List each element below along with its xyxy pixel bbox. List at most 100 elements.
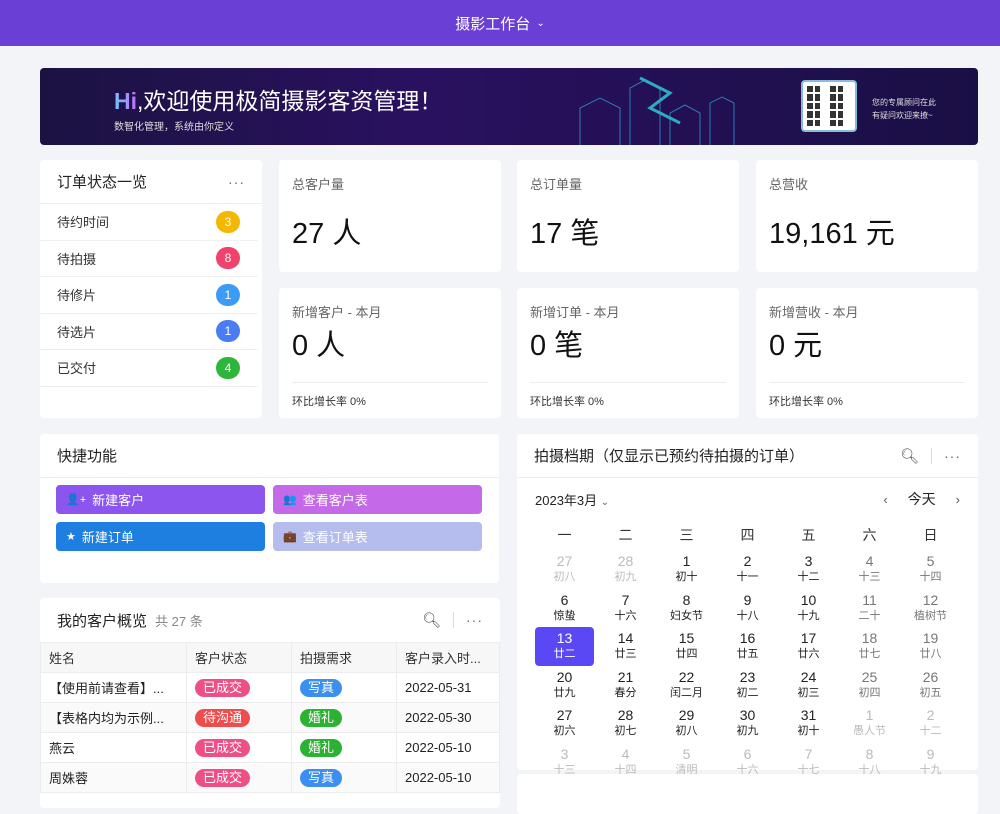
- calendar-day[interactable]: 10 十九: [779, 589, 838, 628]
- calendar-day[interactable]: 17 廿六: [779, 627, 838, 666]
- calendar-day[interactable]: 20 廿九: [535, 666, 594, 705]
- calendar-day[interactable]: 23 初二: [718, 666, 777, 705]
- next-card: [517, 774, 978, 814]
- calendar-day[interactable]: 14 廿三: [596, 627, 655, 666]
- calendar-day[interactable]: 8 妇女节: [657, 589, 716, 628]
- more-icon[interactable]: ···: [228, 173, 245, 190]
- column-header[interactable]: 客户录入时...: [396, 642, 500, 673]
- day-number: 29: [678, 707, 695, 723]
- quick-button[interactable]: 👤+ 新建客户: [56, 485, 265, 514]
- calendar-day[interactable]: 30 初九: [718, 704, 777, 743]
- next-month-button[interactable]: ›: [955, 491, 960, 507]
- calendar-day[interactable]: 13 廿二: [535, 627, 594, 666]
- calendar-day[interactable]: 3 十二: [779, 550, 838, 589]
- status-cell: 已成交: [186, 732, 292, 763]
- lunar-date: 二十: [858, 609, 881, 622]
- lunar-date: 初四: [858, 686, 881, 699]
- calendar-day[interactable]: 7 十六: [596, 589, 655, 628]
- day-number: 4: [621, 745, 630, 762]
- calendar-day[interactable]: 24 初三: [779, 666, 838, 705]
- calendar-day[interactable]: 8 十八: [840, 743, 899, 782]
- prev-month-button[interactable]: ‹: [883, 491, 888, 507]
- calendar-day[interactable]: 4 十四: [596, 743, 655, 782]
- quick-button[interactable]: 👥 查看客户表: [273, 485, 482, 514]
- order-status-item[interactable]: 待拍摄 8: [40, 241, 258, 277]
- workspace-switcher[interactable]: 摄影工作台 ⌄: [0, 0, 1000, 46]
- calendar-day[interactable]: 7 十七: [779, 743, 838, 782]
- order-status-item[interactable]: 待约时间 3: [40, 204, 258, 241]
- today-button[interactable]: 今天: [907, 491, 936, 507]
- search-icon[interactable]: 🔍︎: [899, 447, 919, 465]
- lunar-date: 愚人节: [853, 725, 886, 737]
- column-header[interactable]: 姓名: [40, 642, 187, 673]
- table-row[interactable]: 【使用前请查看】... 已成交 写真 2022-05-31: [40, 672, 500, 703]
- calendar-day[interactable]: 31 初十: [779, 704, 838, 743]
- day-number: 25: [861, 668, 878, 685]
- calendar-day[interactable]: 22 闰二月: [657, 666, 716, 705]
- order-status-item[interactable]: 待选片 1: [40, 314, 258, 350]
- table-row[interactable]: 【表格内均为示例... 待沟通 婚礼 2022-05-30: [40, 702, 500, 733]
- order-status-item[interactable]: 已交付 4: [40, 350, 258, 387]
- calendar-day[interactable]: 3 十三: [535, 743, 594, 782]
- weekday-header: 一: [557, 527, 572, 543]
- calendar-day[interactable]: 4 十三: [840, 550, 899, 589]
- quick-button[interactable]: 💼 查看订单表: [273, 522, 482, 551]
- quick-button[interactable]: ★ 新建订单: [56, 522, 265, 551]
- day-number: 2: [926, 707, 935, 723]
- status-count-badge: 3: [216, 210, 240, 233]
- column-header[interactable]: 客户状态: [186, 642, 292, 673]
- day-number: 31: [800, 707, 817, 723]
- table-row[interactable]: 燕云 已成交 婚礼 2022-05-10: [40, 732, 500, 763]
- calendar-day[interactable]: 27 初六: [535, 704, 594, 743]
- more-icon[interactable]: ···: [944, 447, 961, 464]
- day-number: 27: [556, 707, 573, 723]
- lunar-date: 廿三: [614, 648, 637, 660]
- calendar-day[interactable]: 16 廿五: [718, 627, 777, 666]
- status-tag: 已成交: [195, 678, 251, 697]
- calendar-day[interactable]: 2 十一: [718, 550, 777, 589]
- column-header[interactable]: 拍摄需求: [291, 642, 397, 673]
- table-row[interactable]: 周姝蓉 已成交 写真 2022-05-10: [40, 762, 500, 793]
- lunar-date: 初七: [614, 725, 637, 737]
- lunar-date: 十三: [858, 571, 881, 583]
- calendar-day[interactable]: 1 愚人节: [840, 704, 899, 743]
- calendar-day[interactable]: 21 春分: [596, 666, 655, 705]
- growth-rate: 环比增长率 0%: [769, 382, 965, 418]
- day-number: 23: [739, 668, 756, 685]
- calendar-day[interactable]: 25 初四: [840, 666, 899, 705]
- calendar-day[interactable]: 12 植树节: [901, 589, 960, 628]
- lunar-date: 初五: [919, 686, 942, 699]
- calendar-day[interactable]: 26 初五: [901, 666, 960, 705]
- calendar-day[interactable]: 29 初八: [657, 704, 716, 743]
- calendar-day[interactable]: 15 廿四: [657, 627, 716, 666]
- weekday-header: 四: [740, 527, 755, 543]
- calendar-day[interactable]: 1 初十: [657, 550, 716, 589]
- calendar-day[interactable]: 28 初七: [596, 704, 655, 743]
- lunar-date: 初九: [614, 571, 637, 583]
- calendar-day[interactable]: 9 十八: [718, 589, 777, 628]
- calendar-day[interactable]: 5 清明: [657, 743, 716, 782]
- day-number: 19: [922, 630, 939, 646]
- calendar-day[interactable]: 18 廿七: [840, 627, 899, 666]
- more-icon[interactable]: ···: [466, 612, 483, 628]
- calendar-day[interactable]: 28 初九: [596, 550, 655, 589]
- entry-date: 2022-05-10: [396, 762, 500, 793]
- search-icon[interactable]: 🔍︎: [421, 612, 441, 629]
- need-tag: 写真: [300, 678, 343, 697]
- order-status-item[interactable]: 待修片 1: [40, 277, 258, 314]
- status-cell: 待沟通: [186, 702, 292, 733]
- calendar-day[interactable]: 5 十四: [901, 550, 960, 589]
- calendar-day[interactable]: 6 惊蛰: [535, 589, 594, 628]
- lunar-date: 廿九: [553, 686, 576, 699]
- day-number: 5: [682, 745, 691, 762]
- welcome-banner: Hi,欢迎使用极简摄影客资管理！ 数智化管理，系统由你定义 您的专属顾问在此 有疑…: [40, 68, 978, 145]
- calendar-day[interactable]: 2 十二: [901, 704, 960, 743]
- month-picker[interactable]: 2023年3月 ⌄: [535, 490, 609, 509]
- calendar-day[interactable]: 6 十六: [718, 743, 777, 782]
- calendar-day[interactable]: 19 廿八: [901, 627, 960, 666]
- calendar-day[interactable]: 9 十九: [901, 743, 960, 782]
- customer-name: 【表格内均为示例...: [40, 702, 187, 733]
- day-number: 10: [800, 591, 817, 608]
- calendar-day[interactable]: 11 二十: [840, 589, 899, 628]
- calendar-day[interactable]: 27 初八: [535, 550, 594, 589]
